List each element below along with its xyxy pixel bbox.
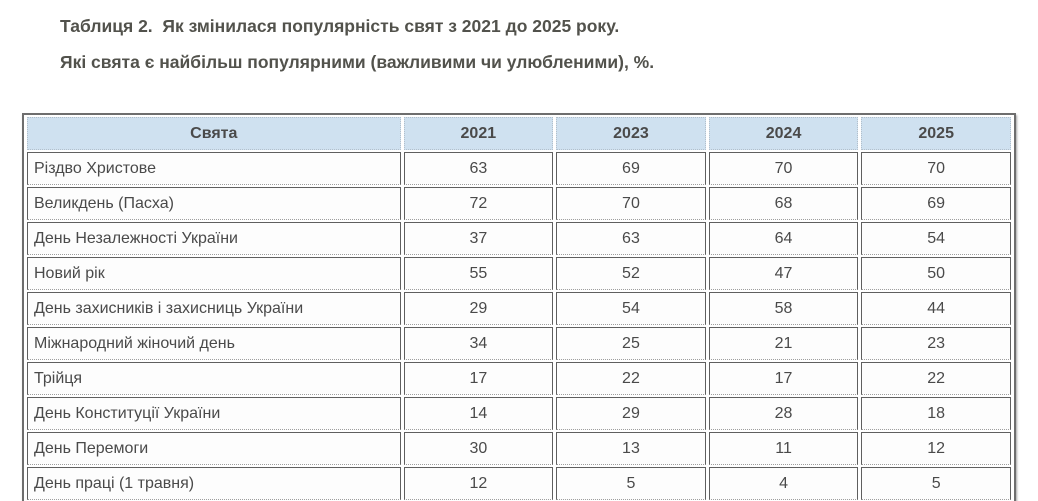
- value-cell: 30: [403, 432, 554, 465]
- value-cell: 70: [556, 187, 706, 220]
- value-cell: 25: [556, 327, 706, 360]
- holiday-name-cell: Різдво Христове: [27, 152, 401, 185]
- table-row: День Перемоги 30 13 11 12: [27, 432, 1011, 465]
- holiday-name-cell: День Конституції України: [27, 397, 401, 430]
- value-cell: 23: [861, 327, 1011, 360]
- table-row: Міжнародний жіночий день 34 25 21 23: [27, 327, 1011, 360]
- value-cell: 11: [708, 432, 859, 465]
- value-cell: 63: [556, 222, 706, 255]
- holiday-name-cell: День Незалежності України: [27, 222, 401, 255]
- value-cell: 47: [708, 257, 859, 290]
- value-cell: 34: [403, 327, 554, 360]
- holiday-name-cell: День захисників і захисниць України: [27, 292, 401, 325]
- value-cell: 69: [861, 187, 1011, 220]
- table-caption: Таблиця 2. Як змінилася популярність свя…: [60, 8, 1038, 80]
- value-cell: 12: [403, 467, 554, 500]
- holiday-name-cell: Новий рік: [27, 257, 401, 290]
- holiday-name-cell: Трійця: [27, 362, 401, 395]
- table-header-row: Свята 2021 2023 2024 2025: [27, 117, 1011, 150]
- value-cell: 5: [556, 467, 706, 500]
- column-header-2025: 2025: [861, 117, 1011, 150]
- value-cell: 17: [708, 362, 859, 395]
- value-cell: 29: [556, 397, 706, 430]
- value-cell: 64: [708, 222, 859, 255]
- holiday-name-cell: День Перемоги: [27, 432, 401, 465]
- value-cell: 29: [403, 292, 554, 325]
- value-cell: 52: [556, 257, 706, 290]
- value-cell: 21: [708, 327, 859, 360]
- value-cell: 4: [708, 467, 859, 500]
- value-cell: 69: [556, 152, 706, 185]
- table-caption-line2: Які свята є найбільш популярними (важлив…: [60, 52, 655, 72]
- table-row: День праці (1 травня) 12 5 4 5: [27, 467, 1011, 500]
- value-cell: 55: [403, 257, 554, 290]
- value-cell: 18: [861, 397, 1011, 430]
- value-cell: 14: [403, 397, 554, 430]
- value-cell: 22: [861, 362, 1011, 395]
- holiday-name-cell: День праці (1 травня): [27, 467, 401, 500]
- table-row: День Конституції України 14 29 28 18: [27, 397, 1011, 430]
- value-cell: 70: [708, 152, 859, 185]
- table-body: Різдво Христове 63 69 70 70 Великдень (Пасха)…: [27, 152, 1011, 500]
- value-cell: 58: [708, 292, 859, 325]
- value-cell: 37: [403, 222, 554, 255]
- table-caption-line1: Таблиця 2. Як змінилася популярність свя…: [60, 16, 620, 36]
- value-cell: 63: [403, 152, 554, 185]
- column-header-holidays: Свята: [27, 117, 401, 150]
- value-cell: 72: [403, 187, 554, 220]
- table-row: День Незалежності України 37 63 64 54: [27, 222, 1011, 255]
- value-cell: 70: [861, 152, 1011, 185]
- column-header-2024: 2024: [708, 117, 859, 150]
- value-cell: 44: [861, 292, 1011, 325]
- table-row: Різдво Христове 63 69 70 70: [27, 152, 1011, 185]
- value-cell: 5: [861, 467, 1011, 500]
- holiday-name-cell: Міжнародний жіночий день: [27, 327, 401, 360]
- value-cell: 28: [708, 397, 859, 430]
- value-cell: 17: [403, 362, 554, 395]
- holidays-popularity-table: Свята 2021 2023 2024 2025 Різдво Христов…: [22, 113, 1016, 501]
- holiday-name-cell: Великдень (Пасха): [27, 187, 401, 220]
- column-header-2021: 2021: [403, 117, 554, 150]
- table-row: Новий рік 55 52 47 50: [27, 257, 1011, 290]
- value-cell: 54: [556, 292, 706, 325]
- value-cell: 68: [708, 187, 859, 220]
- column-header-2023: 2023: [556, 117, 706, 150]
- table-row: День захисників і захисниць України 29 54 5…: [27, 292, 1011, 325]
- value-cell: 22: [556, 362, 706, 395]
- value-cell: 50: [861, 257, 1011, 290]
- table-row: Трійця 17 22 17 22: [27, 362, 1011, 395]
- value-cell: 13: [556, 432, 706, 465]
- value-cell: 54: [861, 222, 1011, 255]
- table-row: Великдень (Пасха) 72 70 68 69: [27, 187, 1011, 220]
- value-cell: 12: [861, 432, 1011, 465]
